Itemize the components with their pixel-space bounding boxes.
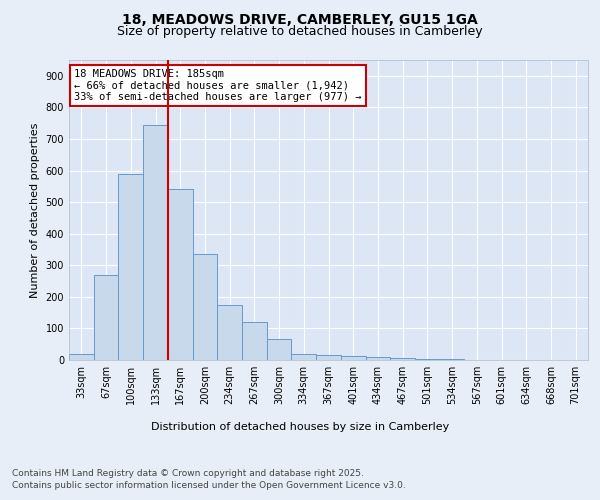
Bar — [168, 190, 193, 360]
Bar — [193, 254, 217, 360]
Bar — [242, 322, 267, 360]
Bar — [94, 274, 118, 360]
Y-axis label: Number of detached properties: Number of detached properties — [30, 122, 40, 298]
Text: Size of property relative to detached houses in Camberley: Size of property relative to detached ho… — [117, 25, 483, 38]
Bar — [292, 354, 316, 360]
Text: Distribution of detached houses by size in Camberley: Distribution of detached houses by size … — [151, 422, 449, 432]
Text: 18 MEADOWS DRIVE: 185sqm
← 66% of detached houses are smaller (1,942)
33% of sem: 18 MEADOWS DRIVE: 185sqm ← 66% of detach… — [74, 69, 362, 102]
Text: 18, MEADOWS DRIVE, CAMBERLEY, GU15 1GA: 18, MEADOWS DRIVE, CAMBERLEY, GU15 1GA — [122, 12, 478, 26]
Bar — [143, 124, 168, 360]
Text: Contains public sector information licensed under the Open Government Licence v3: Contains public sector information licen… — [12, 481, 406, 490]
Bar — [341, 356, 365, 360]
Bar — [390, 358, 415, 360]
Text: Contains HM Land Registry data © Crown copyright and database right 2025.: Contains HM Land Registry data © Crown c… — [12, 468, 364, 477]
Bar — [365, 357, 390, 360]
Bar — [69, 354, 94, 360]
Bar — [316, 356, 341, 360]
Bar — [267, 340, 292, 360]
Bar — [415, 359, 440, 360]
Bar — [118, 174, 143, 360]
Bar — [217, 304, 242, 360]
